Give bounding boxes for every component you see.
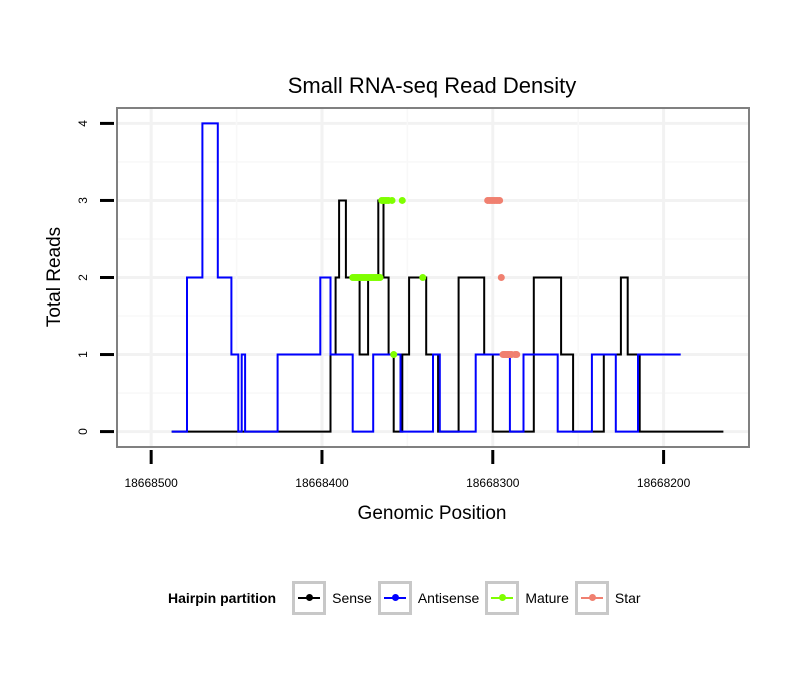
y-axis: 0 1 2 3 4 [76, 120, 114, 435]
legend-label-star: Star [614, 590, 641, 606]
legend-label-sense: Sense [332, 590, 372, 606]
series-mature [349, 196, 427, 359]
legend-item-mature: Mature [485, 581, 569, 615]
chart-title: Small RNA-seq Read Density [288, 73, 577, 98]
x-tick-label-3: 18668200 [637, 476, 691, 490]
point-mature-0 [398, 196, 406, 204]
legend-key-star [574, 581, 609, 615]
point-mature-8 [378, 196, 386, 204]
y-tick-label-1: 1 [76, 351, 90, 358]
x-tick-label-2: 18668300 [466, 476, 520, 490]
y-tick-label-3: 3 [76, 197, 90, 204]
legend-key-mature [485, 581, 520, 615]
y-tick-label-4: 4 [76, 120, 90, 127]
series-star [484, 196, 521, 359]
legend-item-star: Star [574, 581, 641, 615]
legend-title: Hairpin partition [168, 590, 277, 606]
x-axis-label: Genomic Position [358, 503, 507, 524]
y-tick-label-0: 0 [76, 428, 90, 435]
point-star-13 [497, 274, 505, 281]
series-layer [171, 122, 724, 433]
y-axis-label: Total Reads [44, 227, 65, 327]
legend-item-antisense: Antisense [377, 581, 480, 615]
y-tick-label-2: 2 [76, 274, 90, 281]
series-line-antisense [171, 122, 681, 433]
point-mature-1 [419, 274, 427, 281]
point-star-12 [496, 196, 504, 204]
point-star-4 [513, 351, 521, 359]
x-tick-label-0: 18668500 [124, 476, 178, 490]
legend-label-mature: Mature [525, 590, 569, 606]
point-mature-25 [349, 274, 357, 281]
series-antisense [171, 122, 681, 433]
legend-label-antisense: Antisense [417, 590, 480, 606]
point-mature-2 [390, 351, 398, 359]
point-star-18 [506, 351, 514, 359]
x-tick-label-1: 18668400 [295, 476, 349, 490]
legend-key-antisense [377, 581, 412, 615]
legend: Hairpin partition Sense Antisense Mature… [168, 578, 647, 618]
x-axis: 18668500 18668400 18668300 18668200 [124, 450, 691, 490]
legend-item-sense: Sense [292, 581, 372, 615]
legend-key-sense [292, 581, 327, 615]
